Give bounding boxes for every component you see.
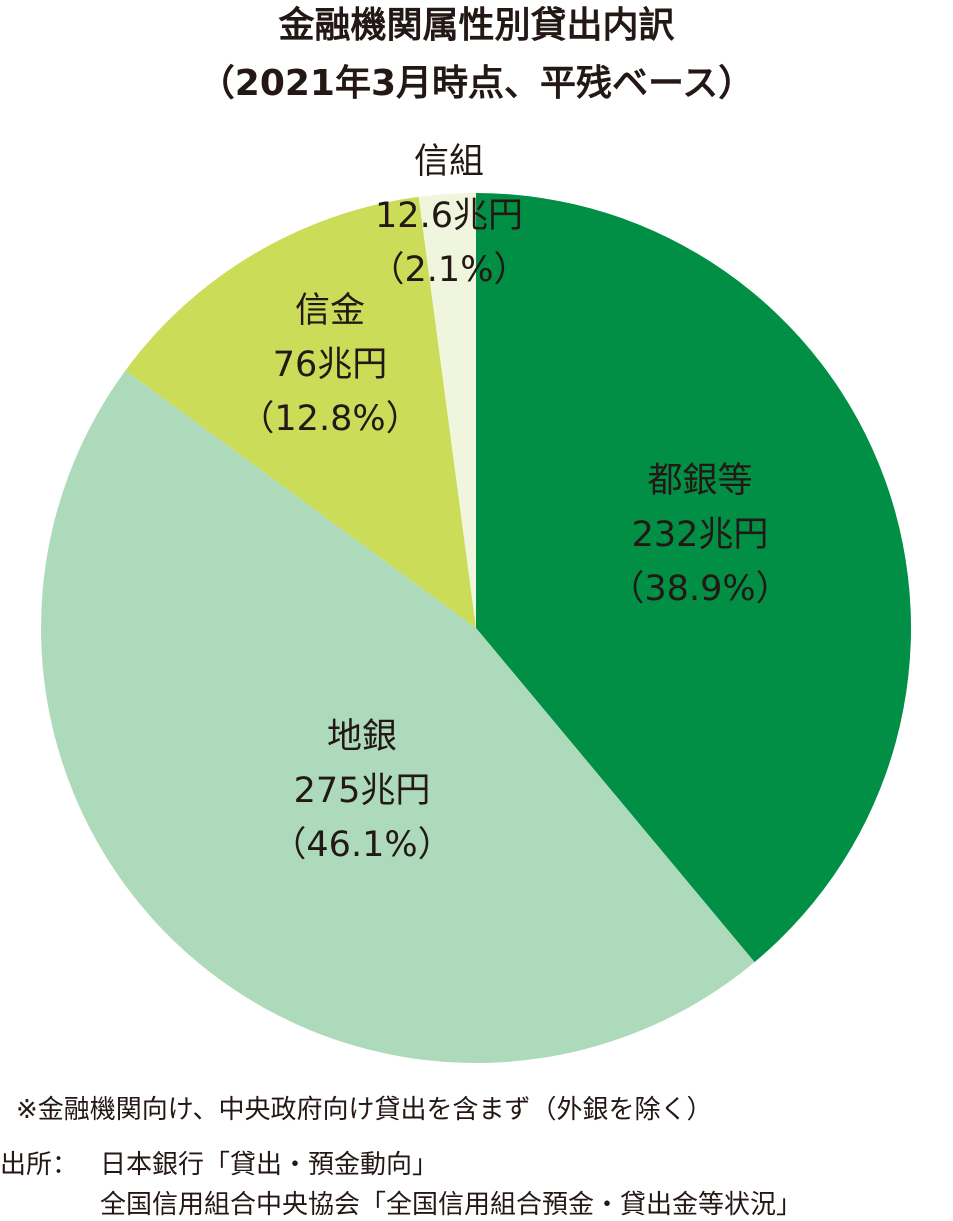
slice-toginto-percent: （38.9%）	[609, 569, 790, 609]
slice-chigin-label: 地銀	[327, 717, 397, 757]
slice-chigin	[41, 370, 755, 1063]
slice-shinkumi-amount: 12.6兆円	[375, 196, 523, 236]
slice-shinkumi	[418, 193, 476, 628]
slice-shinkumi-percent: （2.1%）	[370, 250, 529, 290]
slice-shinkin-amount: 76兆円	[273, 345, 388, 385]
slice-shinkumi-label: 信組	[414, 142, 484, 182]
chart-subtitle: （2021年3月時点、平残ベース）	[198, 63, 755, 104]
slice-shinkin	[125, 196, 476, 629]
slice-toginto	[476, 193, 912, 963]
pie-chart: 都銀等 232兆円 （38.9%） 地銀 275兆円 （46.1%） 信金 76兆円 （12.8…	[41, 142, 912, 1063]
source-line-2: 全国信用組合中央協会「全国信用組合預金・貸出金等状況」	[100, 1190, 803, 1220]
slice-toginto-label: 都銀等	[647, 461, 752, 501]
slice-shinkin-label: 信金	[295, 291, 365, 331]
footnote: ※金融機関向け、中央政府向け貸出を含まず（外銀を除く）	[16, 1095, 713, 1125]
slice-chigin-percent: （46.1%）	[271, 825, 452, 865]
source-label: 出所：	[0, 1150, 79, 1180]
slice-chigin-amount: 275兆円	[294, 771, 431, 811]
slice-toginto-amount: 232兆円	[632, 515, 769, 555]
slice-shinkin-percent: （12.8%）	[239, 399, 420, 439]
source-line-1: 日本銀行「貸出・預金動向」	[100, 1150, 439, 1180]
chart-title: 金融機関属性別貸出内訳	[278, 5, 675, 46]
